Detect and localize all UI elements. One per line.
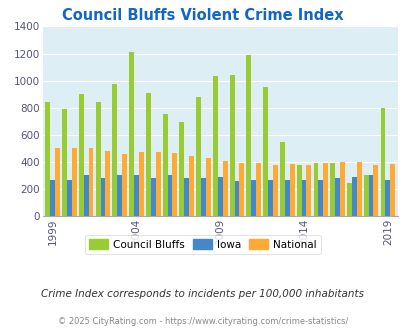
Bar [339, 162, 344, 216]
Bar [296, 165, 301, 216]
Bar [55, 148, 60, 216]
Bar [72, 148, 77, 216]
Bar [389, 164, 394, 216]
Bar [239, 163, 244, 216]
Bar [200, 178, 205, 216]
Bar [301, 180, 306, 216]
Text: © 2025 CityRating.com - https://www.cityrating.com/crime-statistics/: © 2025 CityRating.com - https://www.city… [58, 317, 347, 326]
Text: Council Bluffs Violent Crime Index: Council Bluffs Violent Crime Index [62, 8, 343, 23]
Bar [150, 178, 155, 216]
Bar [129, 52, 134, 216]
Bar [284, 180, 289, 216]
Bar [256, 163, 260, 216]
Bar [134, 176, 139, 216]
Bar [351, 177, 356, 216]
Bar [313, 163, 318, 216]
Bar [172, 153, 177, 216]
Bar [213, 76, 217, 216]
Bar [122, 154, 127, 216]
Bar [267, 180, 272, 216]
Bar [318, 180, 322, 216]
Bar [184, 178, 189, 216]
Bar [379, 108, 384, 216]
Bar [272, 165, 277, 216]
Bar [189, 156, 194, 216]
Bar [205, 158, 210, 216]
Bar [262, 87, 267, 216]
Bar [117, 176, 122, 216]
Bar [234, 181, 239, 216]
Bar [279, 142, 284, 216]
Text: Crime Index corresponds to incidents per 100,000 inhabitants: Crime Index corresponds to incidents per… [41, 289, 364, 299]
Bar [373, 165, 377, 216]
Bar [384, 180, 389, 216]
Bar [217, 177, 222, 216]
Bar [368, 176, 373, 216]
Bar [139, 152, 143, 216]
Bar [62, 109, 67, 216]
Bar [96, 102, 100, 216]
Bar [251, 180, 256, 216]
Bar [346, 183, 351, 216]
Bar [83, 176, 88, 216]
Bar [67, 180, 72, 216]
Bar [289, 164, 294, 216]
Bar [79, 94, 83, 216]
Bar [363, 176, 368, 216]
Bar [155, 152, 160, 216]
Bar [105, 151, 110, 216]
Bar [306, 165, 311, 216]
Bar [167, 176, 172, 216]
Bar [88, 148, 93, 216]
Bar [356, 162, 361, 216]
Legend: Council Bluffs, Iowa, National: Council Bluffs, Iowa, National [85, 235, 320, 254]
Bar [196, 97, 200, 216]
Bar [162, 114, 167, 216]
Bar [322, 163, 327, 216]
Bar [50, 180, 55, 216]
Bar [179, 122, 184, 216]
Bar [229, 75, 234, 216]
Bar [45, 102, 50, 216]
Bar [112, 84, 117, 216]
Bar [334, 178, 339, 216]
Bar [145, 93, 150, 216]
Bar [222, 161, 227, 216]
Bar [329, 163, 334, 216]
Bar [100, 178, 105, 216]
Bar [246, 55, 251, 216]
